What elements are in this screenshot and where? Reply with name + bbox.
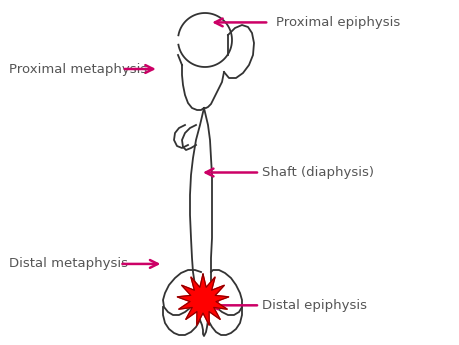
Text: Proximal epiphysis: Proximal epiphysis — [275, 16, 399, 29]
Polygon shape — [177, 274, 228, 325]
Text: Distal epiphysis: Distal epiphysis — [262, 299, 366, 312]
Text: Distal metaphysis: Distal metaphysis — [9, 257, 128, 270]
Text: Proximal metaphysis: Proximal metaphysis — [9, 62, 147, 76]
Text: Shaft (diaphysis): Shaft (diaphysis) — [262, 166, 373, 179]
